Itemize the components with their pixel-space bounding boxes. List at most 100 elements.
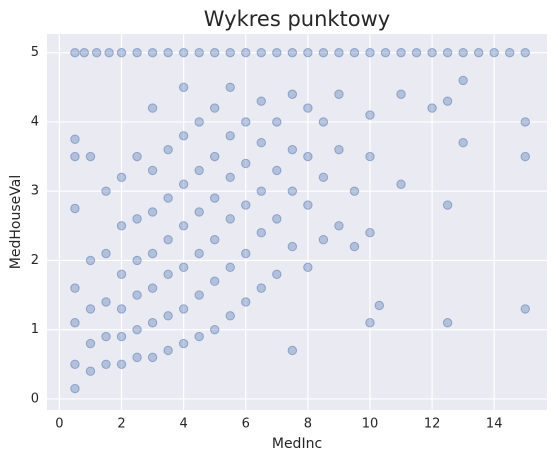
point: [178, 82, 189, 93]
chart-title: Wykres punktowy: [204, 7, 391, 31]
point: [163, 345, 173, 356]
point: [442, 96, 453, 106]
point: [458, 138, 468, 148]
point: [442, 47, 453, 58]
point: [225, 131, 235, 141]
point: [116, 221, 127, 231]
y-tick-label: 0: [31, 391, 39, 406]
point: [520, 117, 530, 127]
point: [210, 151, 220, 162]
point: [116, 47, 127, 58]
point: [256, 138, 266, 148]
point: [380, 47, 391, 58]
point: [458, 75, 468, 86]
point: [178, 179, 189, 189]
point: [147, 103, 158, 113]
point: [334, 89, 344, 99]
point: [70, 47, 80, 58]
point: [256, 96, 266, 106]
point: [132, 255, 142, 266]
point: [194, 248, 204, 259]
point: [116, 331, 127, 342]
point: [256, 228, 266, 238]
point: [241, 117, 251, 127]
point: [365, 318, 375, 328]
x-tick-label: 4: [180, 417, 188, 432]
point: [396, 89, 406, 99]
point: [473, 47, 484, 58]
point: [178, 338, 189, 349]
point: [303, 200, 313, 210]
y-tick-label: 2: [31, 253, 39, 268]
point: [101, 359, 111, 369]
point: [116, 304, 127, 314]
point: [272, 47, 282, 58]
point: [442, 318, 453, 328]
point: [70, 283, 80, 293]
point: [101, 331, 111, 342]
point: [287, 186, 298, 196]
point: [70, 203, 80, 214]
point: [396, 47, 406, 58]
point: [101, 297, 111, 307]
point: [163, 311, 173, 321]
point: [365, 228, 375, 238]
point: [241, 158, 251, 169]
point: [365, 151, 375, 162]
point: [287, 345, 298, 356]
y-axis-label: MedHouseVal: [8, 175, 24, 269]
point: [147, 283, 158, 293]
point: [163, 193, 173, 203]
point: [70, 359, 80, 369]
point: [210, 276, 220, 286]
point: [178, 131, 189, 141]
point: [365, 47, 375, 58]
point: [210, 193, 220, 203]
point: [147, 47, 158, 58]
point: [194, 165, 204, 176]
point: [272, 117, 282, 127]
point: [427, 47, 437, 58]
point: [287, 89, 298, 99]
point: [520, 47, 530, 58]
point: [85, 255, 96, 266]
point: [79, 47, 89, 58]
x-tick-label: 2: [117, 417, 125, 432]
point: [256, 186, 266, 196]
point: [225, 311, 235, 321]
point: [116, 359, 127, 369]
point: [210, 47, 220, 58]
point: [210, 103, 220, 113]
point: [225, 82, 235, 93]
x-tick-label: 0: [55, 417, 63, 432]
point: [194, 290, 204, 300]
point: [303, 47, 313, 58]
point: [256, 283, 266, 293]
y-tick-label: 5: [31, 45, 39, 60]
point: [396, 179, 406, 189]
point: [194, 47, 204, 58]
point: [287, 144, 298, 155]
point: [194, 331, 204, 342]
point: [85, 338, 96, 349]
point: [272, 214, 282, 224]
x-tick-label: 8: [304, 417, 312, 432]
point: [178, 262, 189, 273]
point: [210, 234, 220, 245]
point: [318, 117, 329, 127]
points: [70, 47, 530, 394]
point: [303, 151, 313, 162]
point: [241, 248, 251, 259]
x-tick-label: 10: [362, 417, 379, 432]
x-tick-label: 12: [424, 417, 441, 432]
point: [104, 47, 114, 58]
y-tick-label: 1: [31, 322, 39, 337]
y-tick-label: 4: [31, 114, 39, 129]
point: [101, 186, 111, 196]
point: [147, 318, 158, 328]
point: [458, 47, 468, 58]
point: [272, 165, 282, 176]
point: [489, 47, 499, 58]
